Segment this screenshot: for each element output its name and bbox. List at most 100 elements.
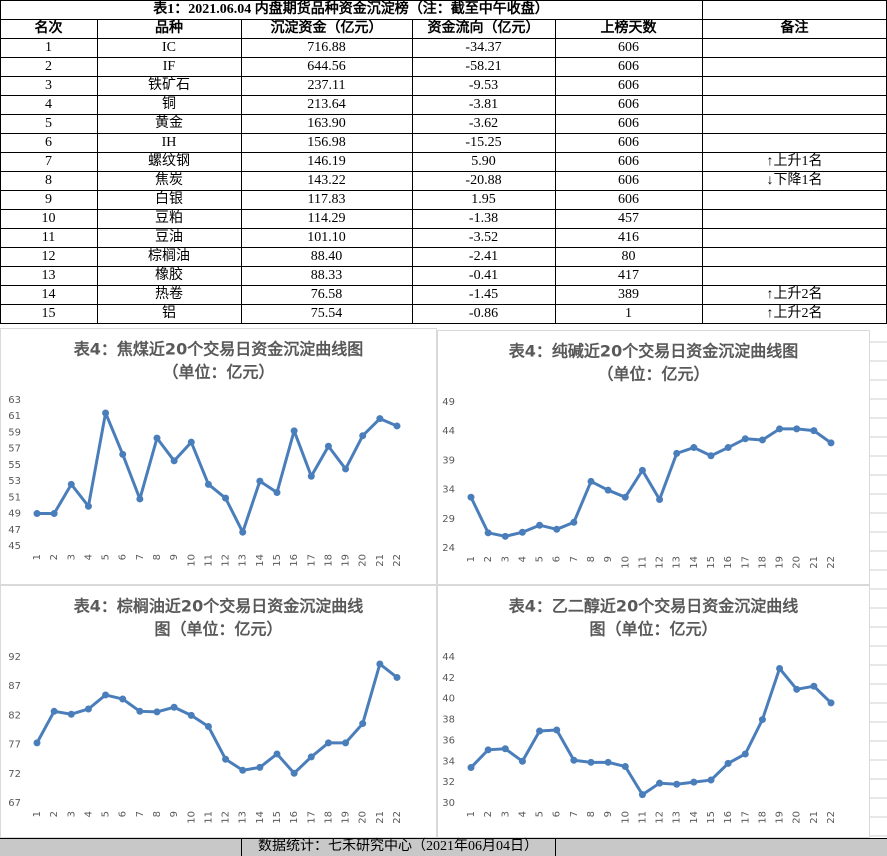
table-cell: ↑上升2名 bbox=[767, 305, 823, 321]
table-cell: 3 bbox=[45, 78, 52, 93]
x-tick-label: 10 bbox=[620, 811, 631, 824]
x-tick-label: 9 bbox=[603, 811, 614, 817]
x-tick-label: 6 bbox=[118, 811, 129, 817]
x-tick-label: 16 bbox=[289, 811, 300, 824]
data-point bbox=[33, 510, 41, 518]
table-title: 表1：2021.06.04 内盘期货品种资金沉淀榜（注：截至中午收盘） bbox=[152, 0, 549, 17]
x-tick-label: 3 bbox=[66, 811, 77, 817]
table-cell: -15.25 bbox=[465, 135, 501, 150]
x-tick-label: 21 bbox=[375, 811, 386, 824]
table-cell: 213.64 bbox=[307, 97, 346, 112]
x-tick-label: 20 bbox=[358, 554, 369, 567]
table-cell: 156.98 bbox=[307, 135, 346, 150]
table-cell: 606 bbox=[618, 97, 639, 112]
x-tick-label: 18 bbox=[757, 556, 768, 569]
x-tick-label: 15 bbox=[272, 554, 283, 567]
y-tick-label: 87 bbox=[8, 681, 21, 692]
table-cell: -34.37 bbox=[465, 40, 501, 55]
x-tick-label: 21 bbox=[809, 811, 820, 824]
data-point bbox=[187, 711, 195, 719]
x-tick-label: 1 bbox=[32, 811, 43, 817]
x-tick-label: 4 bbox=[83, 554, 94, 560]
data-line bbox=[37, 411, 398, 534]
table-cell: 螺纹钢 bbox=[148, 153, 190, 169]
column-header: 上榜天数 bbox=[601, 19, 658, 36]
table-cell: 416 bbox=[618, 230, 639, 245]
chart-title: 表4：棕榈油近20个交易日资金沉淀曲线 bbox=[73, 597, 363, 616]
table-cell: 焦炭 bbox=[155, 172, 183, 188]
x-tick-label: 13 bbox=[672, 811, 683, 824]
data-point bbox=[256, 477, 264, 485]
table-cell: 10 bbox=[42, 211, 56, 226]
y-tick-label: 44 bbox=[442, 652, 455, 663]
x-tick-label: 8 bbox=[586, 811, 597, 817]
data-point bbox=[256, 763, 264, 771]
data-point bbox=[324, 442, 332, 450]
data-line bbox=[469, 666, 833, 797]
table-cell: 146.19 bbox=[307, 154, 346, 169]
data-point bbox=[673, 449, 681, 457]
y-tick-label: 82 bbox=[8, 710, 21, 721]
table-cell: 606 bbox=[618, 40, 639, 55]
footer-text: 数据统计：七禾研究中心（2021年06月04日） bbox=[258, 838, 538, 854]
x-tick-label: 4 bbox=[517, 556, 528, 562]
x-tick-label: 4 bbox=[517, 811, 528, 817]
data-point bbox=[239, 766, 247, 774]
data-point bbox=[638, 466, 646, 474]
chart-title: 表4：焦煤近20个交易日资金沉淀曲线图 bbox=[73, 340, 363, 359]
table-cell: 76.58 bbox=[311, 287, 343, 302]
x-tick-label: 11 bbox=[637, 556, 648, 569]
data-point bbox=[187, 438, 195, 446]
data-point bbox=[33, 739, 41, 747]
data-point bbox=[50, 707, 58, 715]
y-tick-label: 34 bbox=[442, 756, 455, 767]
table-cell: IF bbox=[163, 59, 176, 74]
data-point bbox=[84, 705, 92, 713]
x-tick-label: 17 bbox=[740, 556, 751, 569]
x-tick-label: 6 bbox=[118, 554, 129, 560]
x-tick-label: 13 bbox=[238, 554, 249, 567]
x-tick-label: 17 bbox=[740, 811, 751, 824]
table-cell: 606 bbox=[618, 135, 639, 150]
x-tick-label: 2 bbox=[483, 556, 494, 562]
data-point bbox=[638, 791, 646, 799]
data-point bbox=[536, 727, 544, 735]
table-cell: 5.90 bbox=[471, 154, 496, 169]
y-tick-label: 24 bbox=[442, 543, 455, 554]
y-tick-label: 61 bbox=[8, 411, 21, 422]
x-tick-label: 8 bbox=[152, 811, 163, 817]
data-point bbox=[273, 750, 281, 758]
x-tick-label: 9 bbox=[169, 811, 180, 817]
data-point bbox=[170, 457, 178, 465]
y-tick-label: 92 bbox=[8, 652, 21, 663]
data-point bbox=[307, 472, 315, 480]
x-tick-label: 4 bbox=[83, 811, 94, 817]
table-cell: IC bbox=[162, 40, 176, 55]
table-cell: -9.53 bbox=[469, 78, 498, 93]
data-point bbox=[518, 757, 526, 765]
data-point bbox=[376, 660, 384, 668]
chart-subtitle: （单位：亿元） bbox=[162, 363, 274, 382]
data-point bbox=[776, 425, 784, 433]
table-cell: 7 bbox=[45, 154, 52, 169]
data-point bbox=[724, 444, 732, 452]
data-line bbox=[35, 662, 398, 775]
x-tick-label: 20 bbox=[792, 811, 803, 824]
data-point bbox=[204, 480, 212, 488]
table-cell: -3.62 bbox=[469, 116, 498, 131]
data-point bbox=[136, 495, 144, 503]
x-tick-label: 22 bbox=[826, 556, 837, 569]
data-point bbox=[342, 739, 350, 747]
x-tick-label: 3 bbox=[500, 556, 511, 562]
column-header: 名次 bbox=[35, 19, 63, 36]
data-point bbox=[376, 415, 384, 423]
x-tick-label: 19 bbox=[341, 811, 352, 824]
data-point bbox=[690, 778, 698, 786]
data-point bbox=[484, 746, 492, 754]
x-tick-label: 15 bbox=[706, 811, 717, 824]
x-tick-label: 10 bbox=[186, 554, 197, 567]
table-cell: 389 bbox=[618, 287, 639, 302]
table-cell: -1.38 bbox=[469, 211, 498, 226]
table-cell: -0.86 bbox=[469, 306, 498, 321]
